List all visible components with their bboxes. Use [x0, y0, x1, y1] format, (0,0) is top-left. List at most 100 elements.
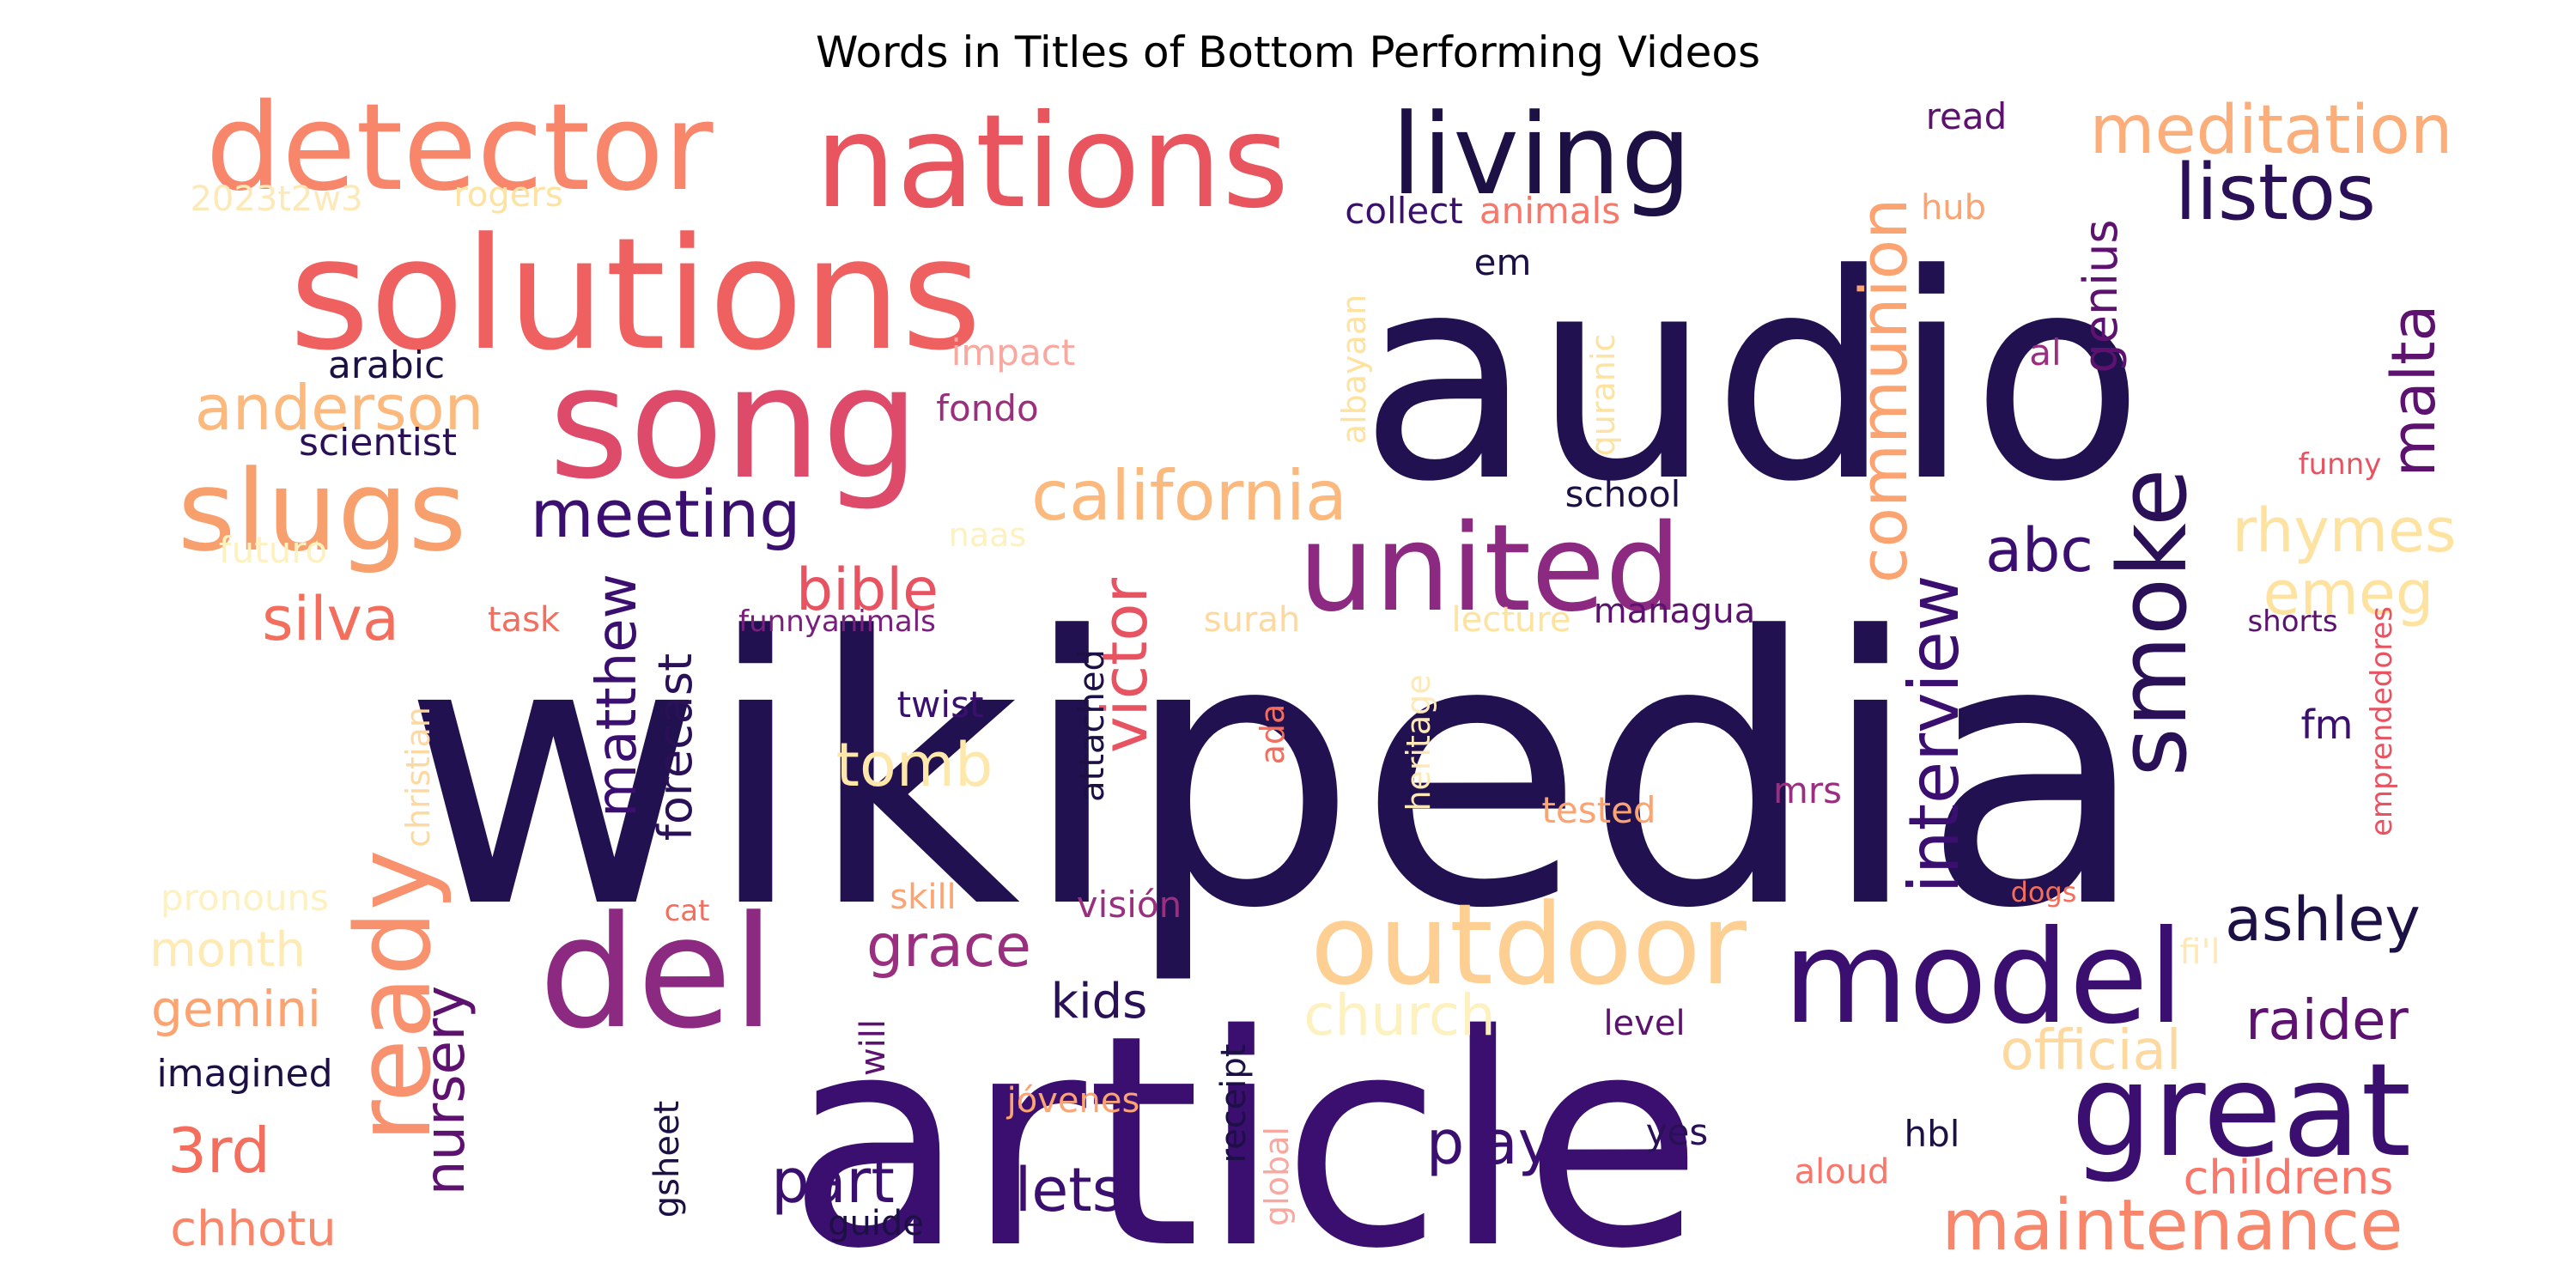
word-grace: grace — [866, 913, 1031, 981]
word-aloud: aloud — [1795, 1152, 1890, 1192]
word-gsheet: gsheet — [647, 1101, 687, 1218]
word-month: month — [149, 922, 306, 978]
word-attached: attached — [1072, 649, 1112, 802]
word-song: song — [549, 334, 920, 513]
word-surah: surah — [1204, 600, 1301, 640]
word-heritage: heritage — [1400, 674, 1437, 811]
word-official: official — [2001, 1019, 2182, 1083]
word-funnyanimals: funnyanimals — [738, 605, 936, 639]
word-mrs: mrs — [1773, 769, 1842, 811]
word-tested: tested — [1541, 789, 1656, 831]
word-slugs: slugs — [178, 446, 467, 576]
word-emeg: emeg — [2263, 558, 2434, 629]
word-silva: silva — [262, 584, 399, 654]
word-will: will — [854, 1019, 893, 1076]
word-level: level — [1603, 1004, 1685, 1043]
word-audio: audio — [1359, 214, 2144, 544]
word-al: al — [2029, 331, 2061, 374]
word-part: part — [771, 1146, 895, 1217]
word-malta: malta — [2379, 305, 2449, 477]
word-scientist: scientist — [299, 421, 457, 465]
word-visi-n: visión — [1077, 884, 1182, 926]
word-em: em — [1474, 241, 1532, 283]
word-living: living — [1391, 89, 1692, 220]
word-wikipedia: wikipedia — [402, 560, 2148, 989]
word-school: school — [1565, 473, 1681, 515]
word-play: play — [1426, 1108, 1553, 1178]
word-meeting: meeting — [531, 476, 801, 552]
word-animals: animals — [1479, 190, 1620, 232]
word-del: del — [538, 884, 775, 1063]
word-tomb: tomb — [836, 730, 993, 800]
word-shorts: shorts — [2247, 605, 2337, 639]
word-anderson: anderson — [195, 372, 484, 444]
word-fondo: fondo — [936, 387, 1038, 429]
word-impact: impact — [951, 331, 1076, 374]
word-3rd: 3rd — [167, 1115, 270, 1187]
word-skill: skill — [890, 878, 956, 917]
word-task: task — [488, 600, 561, 640]
word-nursery: nursery — [414, 986, 477, 1195]
word-raider: raider — [2245, 989, 2409, 1053]
word-ready: ready — [335, 849, 454, 1142]
word-emprendedores: emprendedores — [2365, 606, 2399, 836]
word-fi-l: fi'l — [2179, 933, 2220, 972]
word-global: global — [1258, 1127, 1296, 1226]
word-managua: managua — [1594, 592, 1756, 631]
word-fm: fm — [2300, 702, 2353, 748]
word-genius: genius — [2074, 219, 2128, 373]
word-interview: interview — [1894, 575, 1974, 894]
word-christian: christian — [399, 707, 437, 848]
word-childrens: childrens — [2184, 1151, 2394, 1205]
word-maintenance: maintenance — [1941, 1185, 2403, 1267]
word-j-venes: jóvenes — [1006, 1081, 1140, 1121]
word-rhymes: rhymes — [2232, 495, 2456, 566]
word-church: church — [1303, 982, 1496, 1048]
word-kids: kids — [1051, 974, 1148, 1030]
word-california: california — [1031, 456, 1347, 536]
word-dogs: dogs — [2011, 876, 2077, 908]
word-hub: hub — [1921, 188, 1986, 228]
word-imagined: imagined — [156, 1052, 332, 1096]
word-abc: abc — [1985, 515, 2093, 586]
word-read: read — [1926, 95, 2008, 137]
word-collect: collect — [1345, 190, 1463, 232]
word-2023t2w3: 2023t2w3 — [190, 179, 362, 219]
word-smoke: smoke — [2098, 468, 2208, 776]
word-ashley: ashley — [2225, 884, 2421, 955]
word-yes: yes — [1646, 1111, 1709, 1153]
word-chhotu: chhotu — [170, 1201, 336, 1257]
word-matthew: matthew — [586, 574, 649, 817]
word-pronouns: pronouns — [161, 877, 329, 919]
word-bible: bible — [796, 556, 939, 624]
word-lecture: lecture — [1452, 600, 1571, 640]
word-detector: detector — [205, 78, 714, 218]
word-naas: naas — [949, 516, 1026, 554]
word-great: great — [2071, 1036, 2412, 1186]
word-futuro: futuro — [219, 529, 328, 571]
word-united: united — [1298, 499, 1681, 639]
word-rogers: rogers — [453, 175, 562, 215]
word-victor: victor — [1089, 578, 1161, 753]
word-receipt: receipt — [1214, 1044, 1254, 1163]
word-arabic: arabic — [328, 343, 445, 387]
word-twist: twist — [897, 683, 984, 726]
word-guide: guide — [828, 1204, 924, 1243]
word-forecast: forecast — [648, 653, 702, 841]
word-solutions: solutions — [289, 205, 982, 385]
word-listos: listos — [2175, 148, 2376, 238]
word-article: article — [787, 973, 1703, 1288]
word-communion: communion — [1845, 198, 1922, 583]
word-lets: lets — [1015, 1155, 1123, 1225]
word-meditation: meditation — [2090, 92, 2453, 169]
word-albayaan: albayaan — [1335, 295, 1373, 444]
word-funny: funny — [2299, 447, 2382, 482]
word-ada: ada — [1254, 704, 1291, 765]
word-cat: cat — [665, 894, 710, 928]
word-quranic: quranic — [1584, 334, 1622, 457]
chart-title: Words in Titles of Bottom Performing Vid… — [815, 27, 1761, 77]
word-model: model — [1783, 903, 2184, 1053]
word-gemini: gemini — [151, 980, 321, 1038]
word-outdoor: outdoor — [1310, 879, 1747, 1010]
